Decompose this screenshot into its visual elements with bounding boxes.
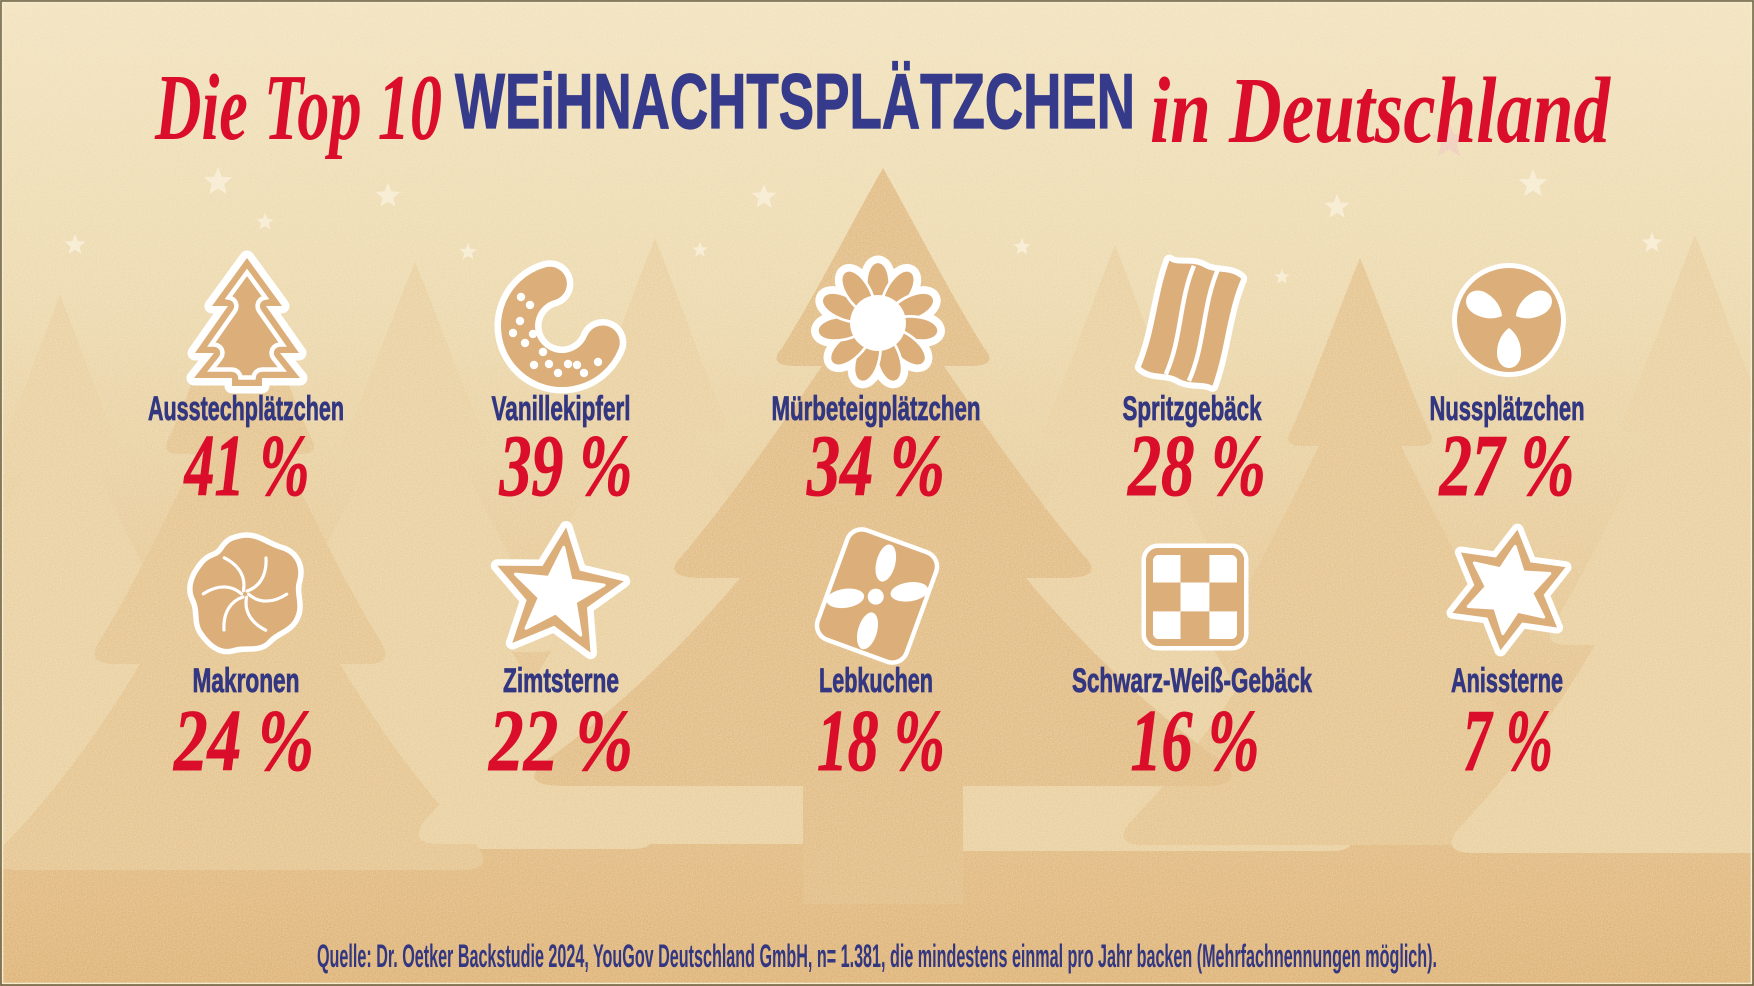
svg-text:in Deutschland: in Deutschland — [1150, 59, 1612, 163]
svg-text:Quelle: Dr. Oetker Backstudie: Quelle: Dr. Oetker Backstudie 2024, YouG… — [317, 938, 1437, 974]
svg-text:Mürbeteigplätzchen: Mürbeteigplätzchen — [772, 390, 981, 428]
svg-text:WEiHNACHTSPLÄTZCHEN: WEiHNACHTSPLÄTZCHEN — [455, 57, 1135, 145]
svg-text:Zimtsterne: Zimtsterne — [503, 662, 619, 700]
svg-text:Schwarz-Weiß-Gebäck: Schwarz-Weiß-Gebäck — [1072, 662, 1312, 700]
svg-text:Die Top 10: Die Top 10 — [154, 56, 442, 160]
svg-text:16 %: 16 % — [1131, 693, 1260, 790]
svg-text:Nussplätzchen: Nussplätzchen — [1430, 390, 1585, 428]
svg-text:Makronen: Makronen — [193, 662, 300, 700]
svg-text:34 %: 34 % — [806, 418, 945, 515]
svg-text:22 %: 22 % — [487, 693, 633, 790]
svg-text:18 %: 18 % — [817, 693, 945, 790]
svg-text:Ausstechplätzchen: Ausstechplätzchen — [148, 390, 344, 428]
svg-text:Vanillekipferl: Vanillekipferl — [492, 390, 631, 428]
svg-text:7 %: 7 % — [1463, 693, 1553, 790]
svg-text:Lebkuchen: Lebkuchen — [819, 662, 933, 700]
svg-text:41 %: 41 % — [183, 418, 309, 515]
svg-text:28 %: 28 % — [1126, 418, 1266, 515]
svg-text:27 %: 27 % — [1438, 418, 1574, 515]
svg-text:24 %: 24 % — [172, 693, 314, 790]
svg-text:39 %: 39 % — [499, 418, 633, 515]
svg-text:Spritzgebäck: Spritzgebäck — [1123, 390, 1262, 428]
svg-text:Anissterne: Anissterne — [1451, 662, 1563, 700]
